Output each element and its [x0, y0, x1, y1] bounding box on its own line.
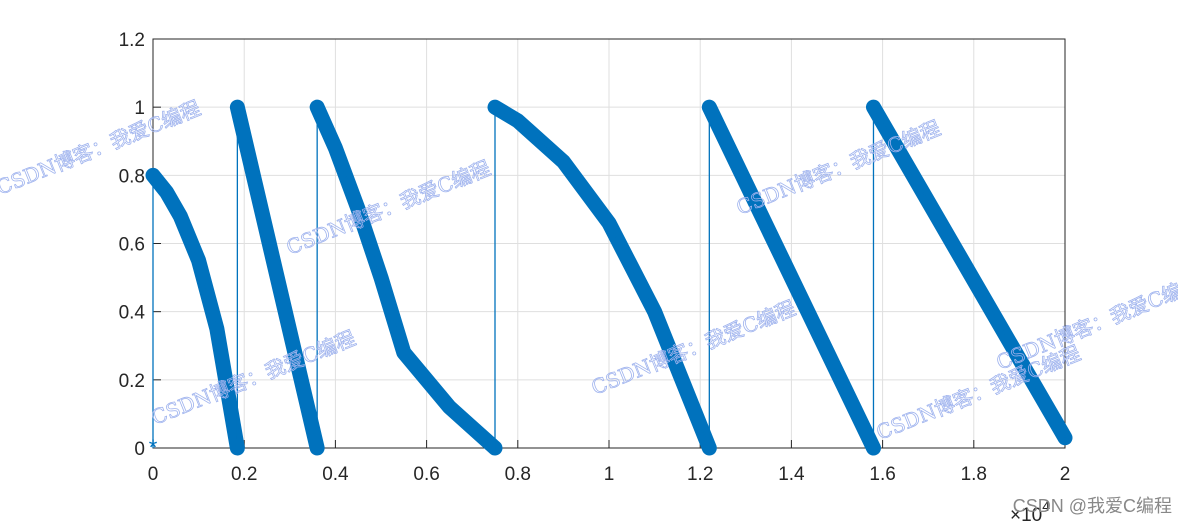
y-tick-label: 0.6 — [119, 235, 145, 256]
y-tick-label: 0.2 — [119, 371, 145, 392]
x-exponent: ×104 — [1010, 498, 1050, 526]
x-tick-label: 1.6 — [869, 464, 895, 485]
credit: CSDN @我爱C编程 — [1013, 496, 1172, 516]
x-tick-label: 1.4 — [778, 464, 805, 485]
x-tick-label: 0.4 — [322, 464, 349, 485]
y-tick-label: 1 — [134, 98, 145, 119]
line — [152, 104, 1066, 450]
x-tick-label: 0.6 — [413, 464, 439, 485]
x-tick-label: 1 — [604, 464, 615, 485]
x-tick-label: 0 — [148, 464, 159, 485]
y-tick-label: 0.8 — [119, 166, 145, 187]
x-tick-label: 0.8 — [505, 464, 531, 485]
start-marker: * — [149, 435, 158, 460]
x-exponent-base: ×10 — [1010, 505, 1042, 526]
y-tick-label: 0.4 — [119, 303, 146, 324]
x-tick-label: 2 — [1060, 464, 1071, 485]
x-tick-label: 1.2 — [687, 464, 713, 485]
y-tick-label: 1.2 — [119, 30, 145, 51]
x-tick-label: 1.8 — [961, 464, 987, 485]
x-exponent-power: 4 — [1042, 498, 1050, 514]
y-tick-label: 0 — [134, 439, 145, 460]
x-tick-label: 0.2 — [231, 464, 257, 485]
